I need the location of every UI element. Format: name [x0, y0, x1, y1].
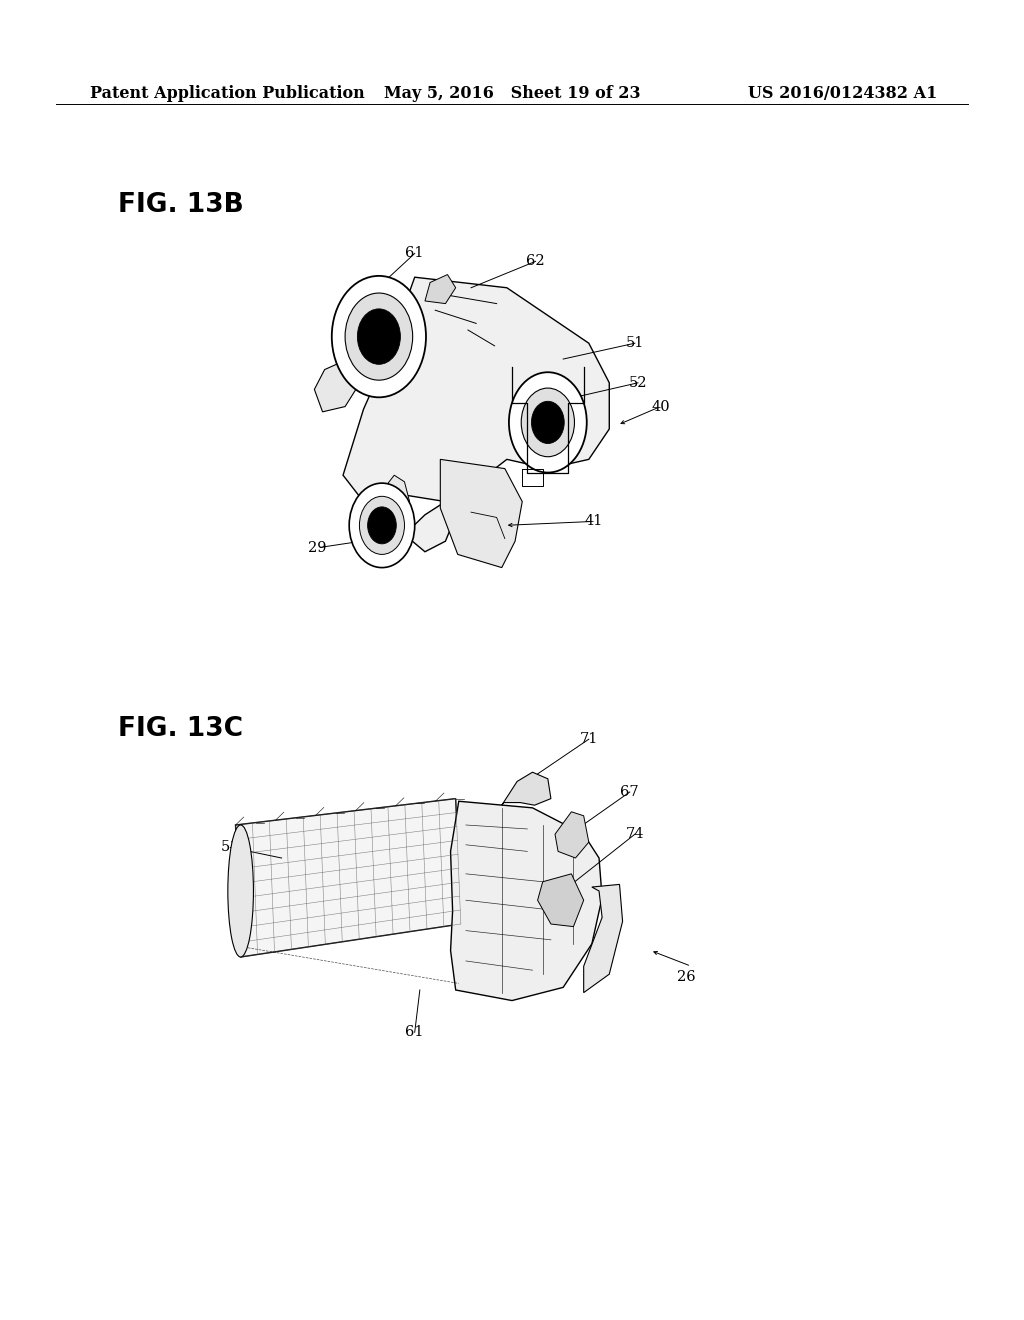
Text: 51: 51: [626, 337, 644, 350]
Polygon shape: [343, 277, 609, 552]
Text: 26: 26: [677, 970, 695, 983]
Text: US 2016/0124382 A1: US 2016/0124382 A1: [748, 84, 937, 102]
Circle shape: [357, 309, 400, 364]
Circle shape: [349, 483, 415, 568]
Text: 61: 61: [406, 247, 424, 260]
Text: 52: 52: [629, 376, 647, 389]
Polygon shape: [584, 884, 623, 993]
Polygon shape: [502, 772, 551, 805]
Text: 29: 29: [308, 541, 327, 554]
Circle shape: [368, 507, 396, 544]
Circle shape: [531, 401, 564, 444]
Circle shape: [332, 276, 426, 397]
Polygon shape: [425, 275, 456, 304]
Text: FIG. 13C: FIG. 13C: [118, 715, 243, 742]
Polygon shape: [314, 359, 358, 412]
Text: 51: 51: [221, 841, 240, 854]
Circle shape: [359, 496, 404, 554]
Text: 74: 74: [626, 828, 644, 841]
Text: Patent Application Publication: Patent Application Publication: [90, 84, 365, 102]
Circle shape: [509, 372, 587, 473]
Polygon shape: [236, 799, 461, 957]
Polygon shape: [538, 874, 584, 927]
Text: 67: 67: [621, 785, 639, 799]
Text: 61: 61: [406, 1026, 424, 1039]
Polygon shape: [376, 475, 410, 535]
Text: 71: 71: [580, 733, 598, 746]
Text: 62: 62: [526, 255, 545, 268]
Ellipse shape: [227, 825, 254, 957]
Polygon shape: [440, 459, 522, 568]
Circle shape: [521, 388, 574, 457]
Circle shape: [345, 293, 413, 380]
Polygon shape: [451, 801, 602, 1001]
Text: 41: 41: [585, 515, 603, 528]
Polygon shape: [555, 812, 589, 858]
Text: May 5, 2016   Sheet 19 of 23: May 5, 2016 Sheet 19 of 23: [384, 84, 640, 102]
Text: 40: 40: [651, 400, 670, 413]
Text: FIG. 13B: FIG. 13B: [118, 191, 244, 218]
